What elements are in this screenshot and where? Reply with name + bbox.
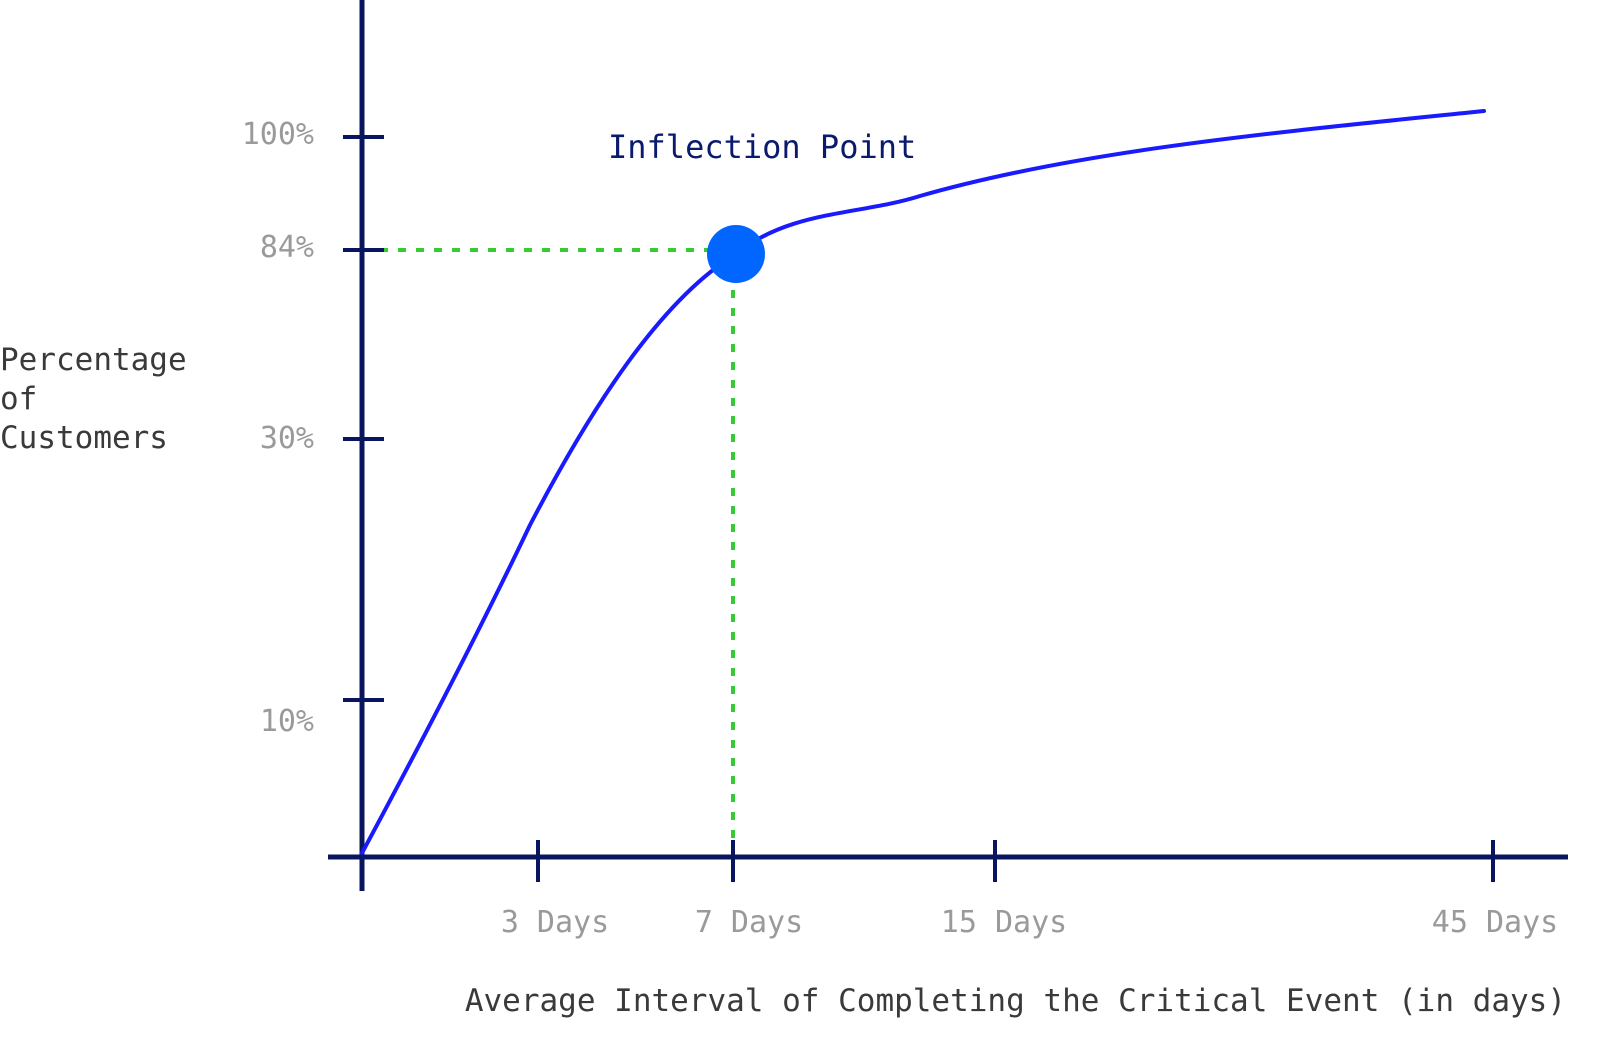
y-axis-title-line-2: of [0,381,37,417]
y-tick-label-100: 100% [242,117,314,152]
x-tick-label-3-days: 3 Days [501,905,609,940]
x-axis-title: Average Interval of Completing the Criti… [465,983,1566,1019]
x-tick-label-7-days: 7 Days [695,905,803,940]
y-axis-title-line-3: Customers [0,420,168,456]
y-axis-title-line-1: Percentage [0,342,187,378]
series-line [360,109,1486,855]
inflection-point-label: Inflection Point [608,128,916,166]
x-tick-label-15-days: 15 Days [941,905,1067,940]
inflection-point-marker [707,225,765,283]
y-tick-label-30: 30% [260,421,314,456]
y-tick-label-84: 84% [260,230,314,265]
x-tick-label-45-days: 45 Days [1432,905,1558,940]
y-tick-label-10: 10% [260,704,314,739]
